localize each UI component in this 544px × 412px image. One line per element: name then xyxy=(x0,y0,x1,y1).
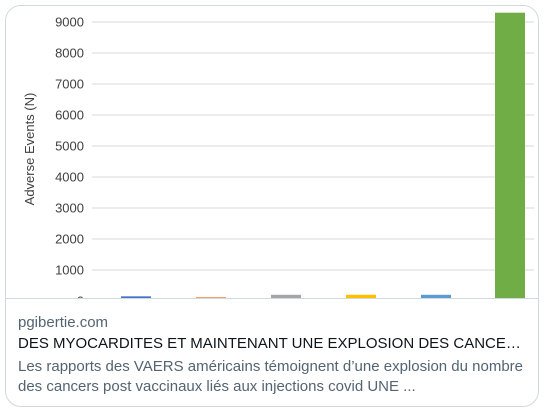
card-footer: pgibertie.com DES MYOCARDITES ET MAINTEN… xyxy=(6,298,538,406)
bar-2 xyxy=(196,297,226,298)
y-tick-label: 9000 xyxy=(55,15,84,30)
y-tick-label: 0 xyxy=(77,294,84,299)
bar-5 xyxy=(421,294,451,298)
bar-4 xyxy=(346,294,376,298)
chart-image: 0 1000 2000 3000 4000 5000 6000 7000 8000 9000 Adv… xyxy=(6,6,538,298)
card-domain: pgibertie.com xyxy=(18,314,109,331)
y-tick-label: 4000 xyxy=(55,170,84,185)
bar-chart: 0 1000 2000 3000 4000 5000 6000 7000 8000 9000 Adv… xyxy=(22,12,534,299)
y-tick-label: 7000 xyxy=(55,77,84,92)
y-tick-label: 5000 xyxy=(55,139,84,154)
bar-3 xyxy=(271,294,301,298)
card-description: Les rapports des VAERS américains témoig… xyxy=(18,358,524,395)
link-preview-card[interactable]: 0 1000 2000 3000 4000 5000 6000 7000 8000 9000 Adv… xyxy=(5,5,539,407)
bar-1 xyxy=(121,296,151,298)
y-axis-label: Adverse Events (N) xyxy=(22,93,37,206)
card-title: DES MYOCARDITES ET MAINTENANT UNE EXPLOS… xyxy=(18,335,524,352)
y-tick-label: 1000 xyxy=(55,263,84,278)
y-tick-label: 8000 xyxy=(55,46,84,61)
bar-6 xyxy=(495,12,525,298)
y-tick-label: 2000 xyxy=(55,232,84,247)
y-tick-label: 3000 xyxy=(55,201,84,216)
y-tick-label: 6000 xyxy=(55,108,84,123)
